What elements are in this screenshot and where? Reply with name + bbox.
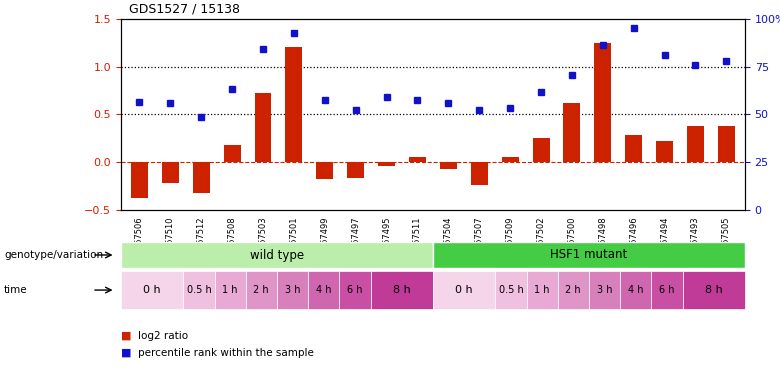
Bar bbox=[409, 158, 426, 162]
Text: 0 h: 0 h bbox=[144, 285, 161, 295]
Text: 0 h: 0 h bbox=[456, 285, 473, 295]
Text: GDS1527 / 15138: GDS1527 / 15138 bbox=[129, 2, 239, 15]
Bar bbox=[193, 162, 210, 193]
Text: 4 h: 4 h bbox=[316, 285, 332, 295]
Text: percentile rank within the sample: percentile rank within the sample bbox=[138, 348, 314, 357]
Bar bbox=[161, 162, 179, 183]
Bar bbox=[433, 242, 745, 268]
Text: genotype/variation: genotype/variation bbox=[4, 250, 103, 260]
Bar bbox=[254, 93, 271, 162]
Text: log2 ratio: log2 ratio bbox=[138, 331, 188, 340]
Bar bbox=[370, 271, 433, 309]
Bar bbox=[308, 271, 339, 309]
Bar bbox=[215, 271, 246, 309]
Bar bbox=[347, 162, 364, 178]
Text: 3 h: 3 h bbox=[285, 285, 300, 295]
Text: 3 h: 3 h bbox=[597, 285, 612, 295]
Bar bbox=[687, 126, 704, 162]
Bar bbox=[495, 271, 526, 309]
Bar bbox=[277, 271, 308, 309]
Text: 2 h: 2 h bbox=[254, 285, 269, 295]
Text: wild type: wild type bbox=[250, 249, 304, 261]
Bar bbox=[224, 145, 240, 162]
Text: 8 h: 8 h bbox=[393, 285, 410, 295]
Bar bbox=[558, 271, 589, 309]
Text: 2 h: 2 h bbox=[566, 285, 581, 295]
Bar bbox=[594, 43, 612, 162]
Bar bbox=[121, 271, 183, 309]
Bar bbox=[682, 271, 745, 309]
Bar bbox=[656, 141, 673, 162]
Bar bbox=[316, 162, 333, 179]
Bar bbox=[433, 271, 495, 309]
Bar bbox=[620, 271, 651, 309]
Bar bbox=[502, 158, 519, 162]
Text: 6 h: 6 h bbox=[347, 285, 363, 295]
Text: HSF1 mutant: HSF1 mutant bbox=[550, 249, 628, 261]
Text: ■: ■ bbox=[121, 348, 131, 357]
Bar bbox=[440, 162, 457, 169]
Text: 8 h: 8 h bbox=[705, 285, 722, 295]
Bar bbox=[378, 162, 395, 166]
Text: 6 h: 6 h bbox=[659, 285, 675, 295]
Bar bbox=[121, 242, 433, 268]
Text: time: time bbox=[4, 285, 27, 295]
Text: 0.5 h: 0.5 h bbox=[186, 285, 211, 295]
Bar bbox=[285, 48, 303, 162]
Text: 1 h: 1 h bbox=[222, 285, 238, 295]
Text: 0.5 h: 0.5 h bbox=[498, 285, 523, 295]
Bar bbox=[533, 138, 550, 162]
Bar bbox=[471, 162, 488, 185]
Bar bbox=[589, 271, 620, 309]
Text: 1 h: 1 h bbox=[534, 285, 550, 295]
Bar bbox=[626, 135, 642, 162]
Text: 4 h: 4 h bbox=[628, 285, 644, 295]
Bar bbox=[183, 271, 214, 309]
Bar bbox=[718, 126, 735, 162]
Bar bbox=[131, 162, 148, 198]
Bar bbox=[563, 103, 580, 162]
Bar bbox=[339, 271, 370, 309]
Text: ■: ■ bbox=[121, 331, 131, 340]
Bar bbox=[651, 271, 682, 309]
Bar bbox=[246, 271, 277, 309]
Bar bbox=[526, 271, 558, 309]
